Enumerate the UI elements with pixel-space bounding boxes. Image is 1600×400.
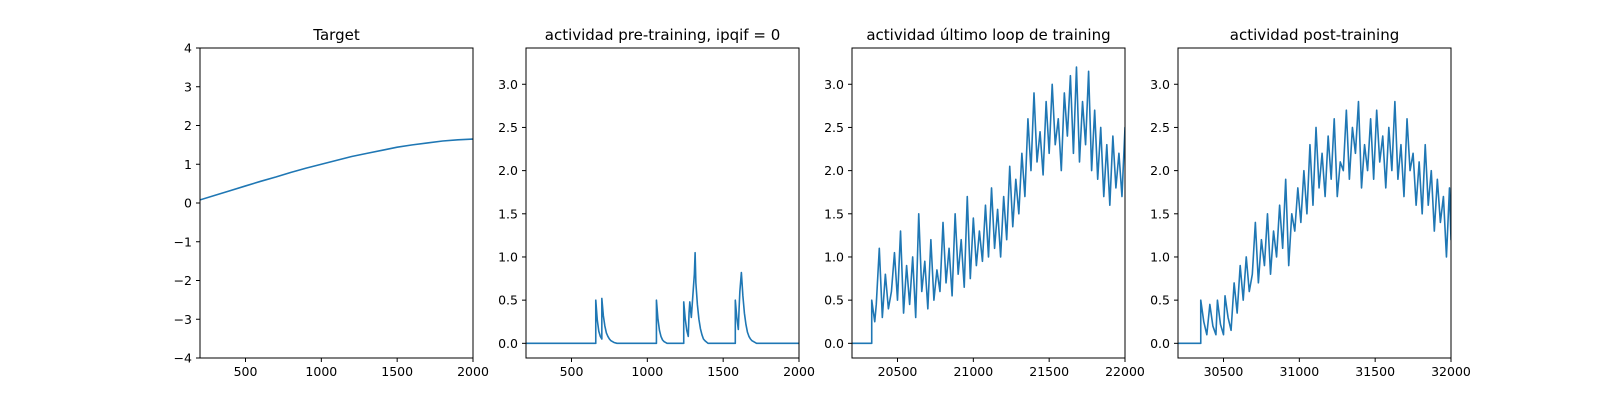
y-tick-label: 1.5 xyxy=(498,206,518,221)
x-tick-label: 2000 xyxy=(457,364,489,379)
x-tick-label: 31500 xyxy=(1355,364,1395,379)
y-tick-label: 2.5 xyxy=(824,120,844,135)
x-tick-label: 1500 xyxy=(381,364,413,379)
x-tick-label: 21000 xyxy=(953,364,993,379)
x-tick-label: 1000 xyxy=(305,364,337,379)
x-tick-label: 32000 xyxy=(1431,364,1471,379)
y-tick-label: 2.0 xyxy=(824,163,844,178)
y-tick-label: 3 xyxy=(184,79,192,94)
series-line xyxy=(852,66,1125,345)
subplot-pre-training: actividad pre-training, ipqif = 0 500 100… xyxy=(498,26,815,379)
y-tick-label: 0.5 xyxy=(498,293,518,308)
subplot-title: actividad pre-training, ipqif = 0 xyxy=(545,26,781,44)
y-tick-label: 0.0 xyxy=(498,336,518,351)
y-tick-label: 4 xyxy=(184,41,192,56)
axes-frame xyxy=(851,47,1126,359)
x-tick-label: 500 xyxy=(560,364,584,379)
y-tick-label: 3.0 xyxy=(1150,77,1170,92)
subplot-target: Target 500 1000 1500 2000 −4 −3 −2 −1 0 1 2 3 4 xyxy=(174,26,489,379)
subplot-post-training: actividad post-training 30500 31000 31500 3… xyxy=(1150,26,1471,379)
subplot-last-training-loop: actividad último loop de training 20500 2… xyxy=(824,26,1145,379)
y-tick-label: 0.0 xyxy=(824,336,844,351)
y-tick-label: 1.0 xyxy=(824,249,844,264)
x-tick-label: 1500 xyxy=(707,364,739,379)
y-tick-label: 2.5 xyxy=(1150,120,1170,135)
y-tick-label: 1.0 xyxy=(498,249,518,264)
y-tick-label: 0.0 xyxy=(1150,336,1170,351)
y-tick-label: 2.5 xyxy=(498,120,518,135)
y-tick-label: 2.0 xyxy=(1150,163,1170,178)
y-tick-label: −2 xyxy=(174,273,192,288)
y-tick-label: 0.5 xyxy=(824,293,844,308)
series-line xyxy=(526,251,799,345)
x-tick-label: 21500 xyxy=(1029,364,1069,379)
x-tick-label: 22000 xyxy=(1105,364,1145,379)
y-tick-label: 0 xyxy=(184,196,192,211)
x-tick-label: 2000 xyxy=(783,364,815,379)
y-tick-label: 2 xyxy=(184,118,192,133)
x-tick-label: 31000 xyxy=(1279,364,1319,379)
x-tick-label: 500 xyxy=(234,364,258,379)
series-line xyxy=(1178,100,1451,345)
series-line xyxy=(200,138,473,201)
y-tick-label: −4 xyxy=(174,351,192,366)
axes-frame xyxy=(1177,47,1452,359)
y-tick-label: 1 xyxy=(184,157,192,172)
y-tick-label: 1.0 xyxy=(1150,249,1170,264)
y-tick-label: −3 xyxy=(174,312,192,327)
subplot-title: Target xyxy=(312,26,360,44)
subplot-title: actividad post-training xyxy=(1230,26,1399,44)
x-tick-label: 30500 xyxy=(1204,364,1244,379)
y-tick-label: −1 xyxy=(174,234,192,249)
y-tick-label: 3.0 xyxy=(824,77,844,92)
y-tick-label: 0.5 xyxy=(1150,293,1170,308)
x-tick-label: 1000 xyxy=(631,364,663,379)
y-tick-label: 1.5 xyxy=(824,206,844,221)
y-tick-label: 3.0 xyxy=(498,77,518,92)
x-tick-label: 20500 xyxy=(878,364,918,379)
y-tick-label: 1.5 xyxy=(1150,206,1170,221)
subplot-title: actividad último loop de training xyxy=(866,26,1110,44)
y-tick-label: 2.0 xyxy=(498,163,518,178)
axes-frame xyxy=(525,47,800,359)
